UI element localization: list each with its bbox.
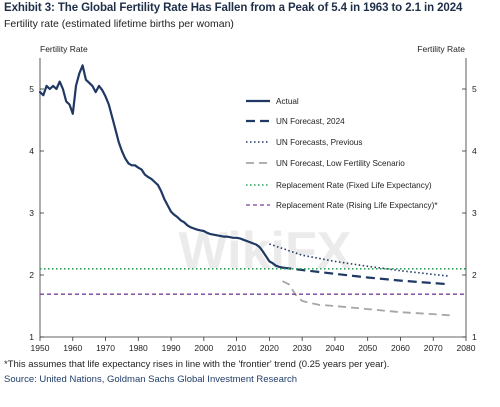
chart-subtitle: Fertility rate (estimated lifetime birth… [4, 18, 234, 30]
chart-title: Exhibit 3: The Global Fertility Rate Has… [4, 2, 463, 14]
legend-label-2: UN Forecasts, Previous [276, 138, 362, 147]
x-tick-label: 1980 [129, 343, 148, 353]
y-tick-label-right: 3 [472, 208, 477, 218]
legend-label-4: Replacement Rate (Fixed Life Expectancy) [276, 181, 432, 190]
y-tick-label-left: 3 [29, 208, 34, 218]
x-tick-label: 2020 [260, 343, 279, 353]
y-tick-label-right: 2 [472, 270, 477, 280]
x-tick-label: 1960 [63, 343, 82, 353]
y-axis-label-right: Fertility Rate [417, 44, 465, 54]
x-tick-label: 2010 [227, 343, 246, 353]
legend-label-1: UN Forecast, 2024 [276, 117, 345, 126]
series-line-3 [282, 280, 450, 317]
x-tick-label: 2000 [194, 343, 213, 353]
watermark: WikiFX [179, 222, 352, 280]
y-tick-label-right: 5 [472, 84, 477, 94]
footnote: *This assumes that life expectancy rises… [4, 359, 390, 370]
x-tick-label: 2040 [325, 343, 344, 353]
legend-label-5: Replacement Rate (Rising Life Expectancy… [276, 201, 438, 210]
legend-label-0: Actual [276, 97, 299, 106]
x-tick-label: 2030 [293, 343, 312, 353]
y-tick-label-left: 2 [29, 270, 34, 280]
y-tick-label-left: 4 [29, 146, 34, 156]
x-tick-label: 1990 [162, 343, 181, 353]
x-tick-label: 1950 [31, 343, 50, 353]
x-tick-label: 2080 [457, 343, 476, 353]
source-note: Source: United Nations, Goldman Sachs Gl… [4, 374, 298, 385]
legend-label-3: UN Forecast, Low Fertility Scenario [276, 159, 405, 168]
y-axis-label-left: Fertility Rate [40, 44, 88, 54]
series-line-2 [269, 243, 450, 277]
y-tick-label-left: 1 [29, 332, 34, 342]
x-tick-label: 1970 [96, 343, 115, 353]
y-tick-label-left: 5 [29, 84, 34, 94]
x-tick-label: 2060 [391, 343, 410, 353]
series-line-1 [282, 266, 450, 286]
x-tick-label: 2070 [424, 343, 443, 353]
y-tick-label-right: 1 [472, 332, 477, 342]
y-tick-label-right: 4 [472, 146, 477, 156]
x-tick-label: 2050 [358, 343, 377, 353]
series-line-0 [38, 64, 284, 269]
